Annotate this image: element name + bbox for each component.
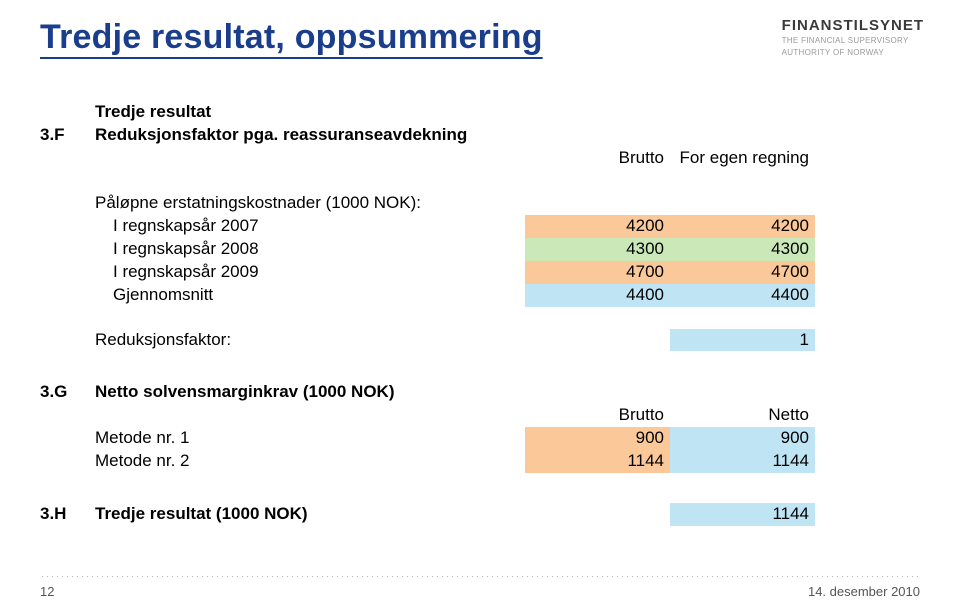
logo: FINANSTILSYNET THE FINANCIAL SUPERVISORY… [782, 18, 924, 57]
section-f-row-v1: 4700 [525, 261, 670, 284]
section-g-heading: Netto solvensmarginkrav (1000 NOK) [95, 381, 525, 404]
section-f-row-v2: 4700 [670, 261, 815, 284]
reduksjon-value: 1 [670, 329, 815, 352]
section-g-row-v1: 900 [525, 427, 670, 450]
section-f-line1: Tredje resultat [95, 101, 525, 124]
section-f-col2: For egen regning [670, 147, 815, 170]
logo-subtitle-2: AUTHORITY OF NORWAY [782, 49, 924, 58]
section-f-row: I regnskapsår 200947004700 [40, 261, 920, 284]
section-f-row-v2: 4400 [670, 284, 815, 307]
section-f-row-v1: 4400 [525, 284, 670, 307]
section-f-row-v1: 4300 [525, 238, 670, 261]
section-f-row-v1: 4200 [525, 215, 670, 238]
logo-main: FINANSTILSYNET [782, 18, 924, 34]
section-g-row: Metode nr. 211441144 [40, 450, 920, 473]
section-h-value: 1144 [670, 503, 815, 526]
section-f-col1: Brutto [525, 147, 670, 170]
section-g-col2: Netto [670, 404, 815, 427]
section-g-col1: Brutto [525, 404, 670, 427]
section-f-subheading: Påløpne erstatningskostnader (1000 NOK): [95, 192, 525, 215]
section-f-row: Gjennomsnitt44004400 [40, 284, 920, 307]
section-f-code: 3.F [40, 124, 95, 147]
section-g-row-v1: 1144 [525, 450, 670, 473]
section-f-line2: Reduksjonsfaktor pga. reassuranseavdekni… [95, 124, 525, 147]
page-number: 12 [40, 584, 54, 599]
section-g-row: Metode nr. 1900900 [40, 427, 920, 450]
section-f-row-label: Gjennomsnitt [95, 284, 525, 307]
section-h-code: 3.H [40, 503, 95, 526]
footer-date: 14. desember 2010 [808, 584, 920, 599]
content-area: Tredje resultat 3.F Reduksjonsfaktor pga… [40, 101, 920, 526]
section-f-row-label: I regnskapsår 2007 [95, 215, 525, 238]
section-g-row-v2: 900 [670, 427, 815, 450]
section-h-heading: Tredje resultat (1000 NOK) [95, 503, 525, 526]
section-g-code: 3.G [40, 381, 95, 404]
section-f-row: I regnskapsår 200742004200 [40, 215, 920, 238]
footer-divider [40, 575, 920, 578]
section-f-row-v2: 4200 [670, 215, 815, 238]
section-f-row-label: I regnskapsår 2009 [95, 261, 525, 284]
section-g-row-label: Metode nr. 2 [95, 450, 525, 473]
section-f-row-label: I regnskapsår 2008 [95, 238, 525, 261]
section-f-row: I regnskapsår 200843004300 [40, 238, 920, 261]
section-f-row-v2: 4300 [670, 238, 815, 261]
reduksjon-label: Reduksjonsfaktor: [95, 329, 525, 352]
section-g-row-label: Metode nr. 1 [95, 427, 525, 450]
section-g-row-v2: 1144 [670, 450, 815, 473]
logo-subtitle-1: THE FINANCIAL SUPERVISORY [782, 37, 924, 46]
footer: 12 14. desember 2010 [0, 575, 960, 599]
